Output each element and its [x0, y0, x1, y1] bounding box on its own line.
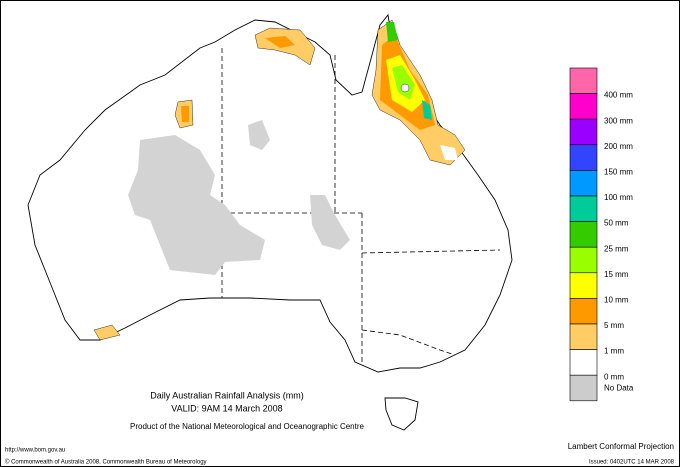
legend-swatch [569, 374, 598, 402]
legend-label: 15 mm [604, 270, 629, 279]
legend-label: 50 mm [604, 219, 629, 228]
legend: 400 mm 300 mm 200 mm 150 mm 100 mm 50 mm 25 mm… [569, 67, 634, 402]
legend-label: 1 mm [604, 347, 624, 356]
legend-swatch [569, 272, 598, 299]
legend-label: 10 mm [604, 296, 629, 305]
issued: Issued: 0402UTC 14 MAR 2008 [589, 460, 675, 466]
legend-swatch [569, 221, 598, 248]
tasmania [384, 397, 419, 431]
legend-label: No Data [604, 383, 634, 392]
legend-swatch [569, 144, 598, 171]
valid-time: VALID: 9AM 14 March 2008 [171, 403, 282, 413]
projection: Lambert Conformal Projection [568, 442, 674, 451]
legend-label: 200 mm [604, 142, 633, 151]
map [27, 13, 513, 431]
legend-swatch [569, 170, 598, 197]
legend-label: 5 mm [604, 321, 624, 330]
nsw-vic-border [361, 329, 456, 356]
product: Product of the National Meteorological a… [130, 422, 364, 431]
legend-label: 150 mm [604, 168, 633, 177]
legend-label: 25 mm [604, 244, 629, 253]
copyright: © Commonwealth of Australia 2008, Common… [5, 459, 207, 466]
legend-swatch [569, 298, 598, 325]
legend-swatch [569, 93, 598, 120]
no-data-areas [128, 120, 350, 275]
legend-label: 400 mm [604, 91, 633, 100]
legend-label: 100 mm [604, 193, 633, 202]
legend-swatch [569, 118, 598, 146]
url: http://www.bom.gov.au [5, 448, 65, 454]
legend-label: 0 mm [604, 372, 624, 381]
legend-swatch [569, 195, 598, 222]
legend-swatch [569, 323, 598, 350]
title: Daily Australian Rainfall Analysis (mm) [150, 390, 304, 400]
legend-label: 300 mm [604, 116, 633, 125]
legend-swatch [569, 246, 598, 274]
rain-areas [93, 19, 466, 341]
legend-swatch [569, 67, 598, 94]
legend-swatch [569, 349, 598, 376]
